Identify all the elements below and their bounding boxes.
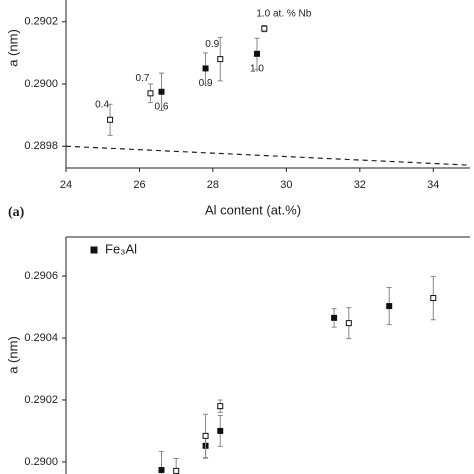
point [202,432,209,439]
point-label: 0.6 [155,101,169,112]
point [217,403,224,410]
point [147,90,154,97]
y-tick-label: 0.2900 [24,456,58,468]
x-tick-label: 26 [133,179,145,191]
point-label: 0.4 [95,99,109,110]
y-axis-label: a (nm) [5,29,20,67]
panel-label: (a) [8,205,25,220]
point-label: 0.9 [199,78,213,89]
point [217,427,224,434]
y-tick-label: 0.2902 [24,394,58,406]
point-label: 1.0 [250,63,264,74]
y-axis-label: a (nm) [5,336,20,374]
point [253,50,260,57]
x-tick-label: 28 [207,179,219,191]
point-label: 0.7 [136,73,150,84]
point [107,116,114,123]
point [173,467,180,474]
legend-label: Fe₃Al [105,241,137,256]
y-tick-label: 0.2902 [24,16,58,28]
point-label: 0.9 [205,39,219,50]
trend-line [65,145,471,166]
point [261,25,268,32]
point [202,65,209,72]
point-label: 1.0 at. % Nb [256,8,311,19]
y-tick-label: 0.2906 [24,270,58,282]
legend-marker [90,246,98,254]
x-tick-label: 32 [354,179,366,191]
x-axis-label: Al content (at.%) [205,202,301,217]
point [345,320,352,327]
point [158,466,165,473]
y-tick-label: 0.2898 [24,140,58,152]
point [217,56,224,63]
point [386,303,393,310]
point [430,295,437,302]
point [331,314,338,321]
x-tick-label: 24 [60,179,72,191]
x-tick-label: 34 [427,179,439,191]
y-tick-label: 0.2900 [24,78,58,90]
x-tick-label: 30 [280,179,292,191]
y-tick-label: 0.2904 [24,332,58,344]
point [158,88,165,95]
